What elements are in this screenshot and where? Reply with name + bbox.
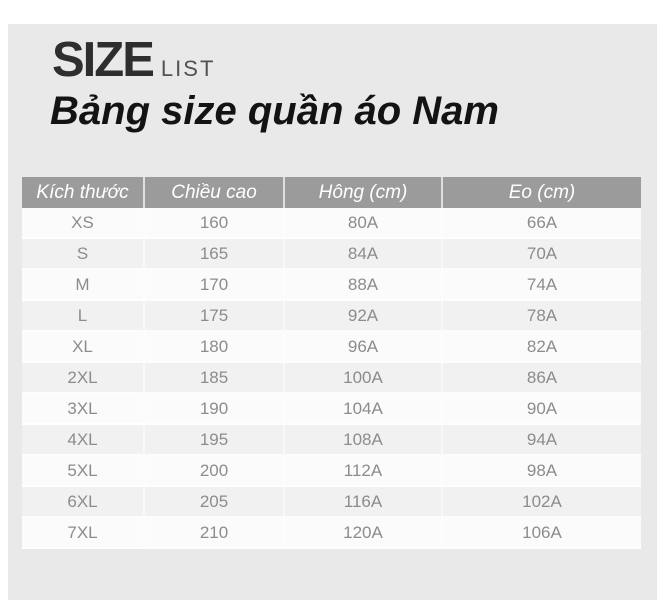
size-list-logo: SIZE LIST bbox=[52, 32, 215, 88]
table-row: XL 180 96A 82A bbox=[22, 332, 641, 363]
table-row: 2XL 185 100A 86A bbox=[22, 363, 641, 394]
table-row: L 175 92A 78A bbox=[22, 301, 641, 332]
table-cell: M bbox=[22, 270, 143, 301]
table-cell: 7XL bbox=[22, 518, 143, 549]
table-cell: 190 bbox=[143, 394, 283, 425]
size-table-header: Kích thước Chiều cao Hông (cm) Eo (cm) bbox=[22, 177, 641, 208]
table-cell: XS bbox=[22, 208, 143, 239]
table-cell: 180 bbox=[143, 332, 283, 363]
table-cell: 3XL bbox=[22, 394, 143, 425]
table-cell: 92A bbox=[283, 301, 441, 332]
column-header-hong: Hông (cm) bbox=[283, 177, 441, 208]
table-row: 6XL 205 116A 102A bbox=[22, 487, 641, 518]
table-cell: L bbox=[22, 301, 143, 332]
table-cell: XL bbox=[22, 332, 143, 363]
table-cell: 88A bbox=[283, 270, 441, 301]
logo-list-text: LIST bbox=[160, 56, 216, 81]
size-chart-panel: SIZE LIST Bảng size quần áo Nam Kích thư… bbox=[8, 24, 657, 600]
table-cell: 210 bbox=[143, 518, 283, 549]
page-title: Bảng size quần áo Nam bbox=[50, 89, 499, 133]
table-cell: 84A bbox=[283, 239, 441, 270]
column-header-chieu-cao: Chiều cao bbox=[143, 177, 283, 208]
table-cell: 200 bbox=[143, 456, 283, 487]
table-cell: 106A bbox=[441, 518, 641, 549]
table-cell: 94A bbox=[441, 425, 641, 456]
table-cell: 185 bbox=[143, 363, 283, 394]
column-header-eo: Eo (cm) bbox=[441, 177, 641, 208]
table-row: 7XL 210 120A 106A bbox=[22, 518, 641, 549]
table-cell: 170 bbox=[143, 270, 283, 301]
table-cell: 120A bbox=[283, 518, 441, 549]
table-cell: 5XL bbox=[22, 456, 143, 487]
table-cell: S bbox=[22, 239, 143, 270]
table-cell: 66A bbox=[441, 208, 641, 239]
table-cell: 96A bbox=[283, 332, 441, 363]
table-cell: 112A bbox=[283, 456, 441, 487]
table-cell: 205 bbox=[143, 487, 283, 518]
table-cell: 2XL bbox=[22, 363, 143, 394]
column-header-kich-thuoc: Kích thước bbox=[22, 177, 143, 208]
table-cell: 82A bbox=[441, 332, 641, 363]
table-cell: 78A bbox=[441, 301, 641, 332]
table-cell: 4XL bbox=[22, 425, 143, 456]
table-cell: 86A bbox=[441, 363, 641, 394]
table-row: 5XL 200 112A 98A bbox=[22, 456, 641, 487]
table-cell: 195 bbox=[143, 425, 283, 456]
table-row: M 170 88A 74A bbox=[22, 270, 641, 301]
logo-size-text: SIZE bbox=[52, 33, 155, 87]
size-table: Kích thước Chiều cao Hông (cm) Eo (cm) X… bbox=[22, 177, 641, 549]
table-row: 4XL 195 108A 94A bbox=[22, 425, 641, 456]
table-cell: 6XL bbox=[22, 487, 143, 518]
table-row: 3XL 190 104A 90A bbox=[22, 394, 641, 425]
header-row: Kích thước Chiều cao Hông (cm) Eo (cm) bbox=[22, 177, 641, 208]
size-table-body: XS 160 80A 66A S 165 84A 70A M 170 88A 74A L 175 92A 78… bbox=[22, 208, 641, 549]
table-cell: 70A bbox=[441, 239, 641, 270]
table-cell: 116A bbox=[283, 487, 441, 518]
table-cell: 100A bbox=[283, 363, 441, 394]
table-cell: 102A bbox=[441, 487, 641, 518]
table-cell: 98A bbox=[441, 456, 641, 487]
table-row: S 165 84A 70A bbox=[22, 239, 641, 270]
table-row: XS 160 80A 66A bbox=[22, 208, 641, 239]
table-cell: 74A bbox=[441, 270, 641, 301]
table-cell: 80A bbox=[283, 208, 441, 239]
table-cell: 165 bbox=[143, 239, 283, 270]
table-cell: 104A bbox=[283, 394, 441, 425]
table-cell: 160 bbox=[143, 208, 283, 239]
table-cell: 90A bbox=[441, 394, 641, 425]
table-cell: 108A bbox=[283, 425, 441, 456]
table-cell: 175 bbox=[143, 301, 283, 332]
